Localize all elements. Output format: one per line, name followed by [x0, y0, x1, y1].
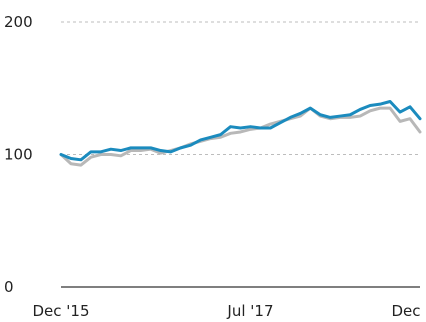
- x-tick-label-0: Dec '15: [32, 302, 89, 320]
- series-layer: [59, 100, 422, 167]
- x-tick-label-1: Jul '17: [226, 302, 273, 320]
- series-line-1: [59, 100, 422, 162]
- y-tick-label-200: 200: [4, 13, 33, 31]
- grid-layer: [61, 21, 420, 155]
- y-tick-label-0: 0: [4, 278, 14, 296]
- label-layer: 0 100 200 Dec '15 Jul '17 Dec '18: [4, 13, 426, 320]
- x-tick-label-2: Dec '18: [391, 302, 426, 320]
- series-line-2: [59, 106, 422, 167]
- y-tick-label-100: 100: [4, 146, 33, 164]
